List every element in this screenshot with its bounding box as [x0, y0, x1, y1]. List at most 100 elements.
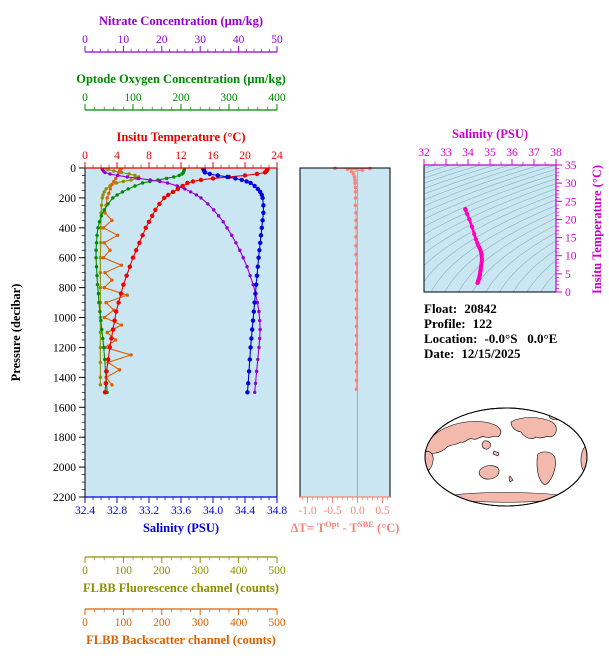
float-id-line: Float: 20842 — [424, 301, 557, 316]
svg-text:Insitu Temperature (°C): Insitu Temperature (°C) — [590, 165, 604, 294]
svg-text:2200: 2200 — [53, 492, 76, 504]
svg-text:0: 0 — [82, 565, 88, 577]
profile-series — [94, 168, 270, 395]
svg-text:33.2: 33.2 — [139, 505, 159, 517]
svg-text:50: 50 — [271, 34, 283, 46]
svg-text:300: 300 — [220, 92, 238, 104]
density-contours — [424, 165, 556, 292]
location-label: Location: — [424, 331, 478, 346]
svg-text:0: 0 — [82, 34, 88, 46]
svg-text:12: 12 — [175, 150, 187, 162]
svg-text:10: 10 — [565, 251, 577, 263]
svg-text:Salinity (PSU): Salinity (PSU) — [143, 521, 219, 535]
axis-pressure: 0 200 400 600 800 1000 1200 1400 1600 1800 2000 220… — [9, 163, 85, 504]
axis-fluorescence: 0 100 200 300 400 500 FLBB Fluorescence channe… — [82, 556, 286, 595]
profile-line: Profile: 122 — [424, 316, 557, 331]
svg-text:0: 0 — [82, 617, 88, 629]
svg-text:32: 32 — [418, 147, 430, 159]
svg-text:34.8: 34.8 — [267, 505, 287, 517]
axis-temperature: 0 4 8 12 16 20 24 Insitu Temperature (°C) — [82, 130, 283, 169]
svg-text:0: 0 — [565, 287, 571, 299]
svg-text:600: 600 — [59, 253, 77, 265]
svg-text:34: 34 — [462, 147, 474, 159]
svg-text:33: 33 — [440, 147, 452, 159]
svg-text:35: 35 — [484, 147, 496, 159]
svg-text:0: 0 — [82, 92, 88, 104]
profile-label: Profile: — [424, 316, 466, 331]
svg-text:0: 0 — [70, 163, 76, 175]
axis-oxygen: 0 100 200 300 400 Optode Oxygen Concentration… — [76, 72, 286, 111]
svg-text:37: 37 — [528, 147, 540, 159]
axis-nitrate: 0 10 20 30 40 50 Nitrate Concentration (μm/kg) — [82, 14, 283, 53]
svg-text:500: 500 — [268, 565, 286, 577]
svg-text:5: 5 — [565, 269, 571, 281]
metadata-block: Float: 20842 Profile: 122 Location: -0.0°S … — [424, 301, 557, 361]
location-line: Location: -0.0°S 0.0°E — [424, 331, 557, 346]
svg-text:ΔT= TOpt - TSBE (°C): ΔT= TOpt - TSBE (°C) — [291, 519, 400, 535]
svg-text:Pressure (decibar): Pressure (decibar) — [9, 284, 23, 382]
axis-backscatter: 0 100 200 300 400 500 FLBB Backscatter channel… — [82, 608, 286, 647]
svg-text:400: 400 — [268, 92, 286, 104]
svg-text:200: 200 — [153, 617, 171, 629]
svg-text:30: 30 — [565, 178, 577, 190]
svg-text:100: 100 — [115, 565, 133, 577]
svg-text:40: 40 — [233, 34, 245, 46]
svg-text:33.6: 33.6 — [171, 505, 191, 517]
float-value: 20842 — [464, 301, 497, 316]
svg-text:15: 15 — [565, 233, 577, 245]
float-label: Float: — [424, 301, 458, 316]
map-landmasses — [425, 411, 587, 503]
svg-text:300: 300 — [192, 617, 210, 629]
svg-text:1600: 1600 — [53, 402, 76, 414]
svg-text:0.5: 0.5 — [375, 505, 390, 517]
svg-text:400: 400 — [59, 223, 77, 235]
svg-text:0: 0 — [82, 150, 88, 162]
location-value: -0.0°S 0.0°E — [484, 331, 558, 346]
svg-text:35: 35 — [565, 160, 577, 172]
svg-text:200: 200 — [59, 193, 77, 205]
svg-text:34.0: 34.0 — [203, 505, 223, 517]
svg-text:32.4: 32.4 — [75, 505, 95, 517]
svg-text:FLBB Backscatter channel (coun: FLBB Backscatter channel (counts) — [86, 633, 276, 647]
svg-text:30: 30 — [194, 34, 206, 46]
svg-text:8: 8 — [146, 150, 152, 162]
axis-salinity: 32.4 32.8 33.2 33.6 34.0 34.4 34.8 Salinity (PS… — [75, 496, 287, 535]
profile-value: 122 — [472, 316, 493, 331]
date-value: 12/15/2025 — [461, 346, 521, 361]
world-map — [424, 407, 588, 507]
svg-text:20: 20 — [239, 150, 251, 162]
svg-text:1200: 1200 — [53, 342, 76, 354]
svg-text:100: 100 — [115, 617, 133, 629]
svg-text:-1.0: -1.0 — [298, 505, 316, 517]
svg-text:Optode Oxygen Concentration (μ: Optode Oxygen Concentration (μm/kg) — [76, 72, 286, 86]
svg-text:FLBB Fluorescence channel (cou: FLBB Fluorescence channel (counts) — [83, 581, 279, 595]
svg-text:2000: 2000 — [53, 462, 76, 474]
svg-text:Nitrate Concentration (μm/kg): Nitrate Concentration (μm/kg) — [99, 14, 263, 28]
svg-text:200: 200 — [153, 565, 171, 577]
svg-text:1000: 1000 — [53, 313, 76, 325]
svg-text:0.0: 0.0 — [350, 505, 365, 517]
svg-text:24: 24 — [271, 150, 283, 162]
svg-text:400: 400 — [230, 617, 248, 629]
svg-text:20: 20 — [156, 34, 168, 46]
svg-text:34.4: 34.4 — [235, 505, 255, 517]
svg-text:20: 20 — [565, 214, 577, 226]
svg-text:16: 16 — [207, 150, 219, 162]
svg-text:1400: 1400 — [53, 372, 76, 384]
delta-t-panel: -1.0 -0.5 0.0 0.5 ΔT= TOpt - TSBE (°C) — [291, 166, 400, 535]
svg-text:200: 200 — [172, 92, 190, 104]
svg-text:36: 36 — [506, 147, 518, 159]
date-label: Date: — [424, 346, 455, 361]
svg-text:300: 300 — [192, 565, 210, 577]
svg-text:4: 4 — [114, 150, 120, 162]
svg-text:25: 25 — [565, 196, 577, 208]
date-line: Date: 12/15/2025 — [424, 346, 557, 361]
svg-text:Salinity (PSU): Salinity (PSU) — [452, 127, 528, 141]
svg-text:500: 500 — [268, 617, 286, 629]
svg-text:-0.5: -0.5 — [323, 505, 341, 517]
ts-diagram-panel: 32 33 34 35 36 37 38 Salinity (PSU) 0 5 10 15 20 25 30… — [418, 127, 604, 299]
svg-text:400: 400 — [230, 565, 248, 577]
